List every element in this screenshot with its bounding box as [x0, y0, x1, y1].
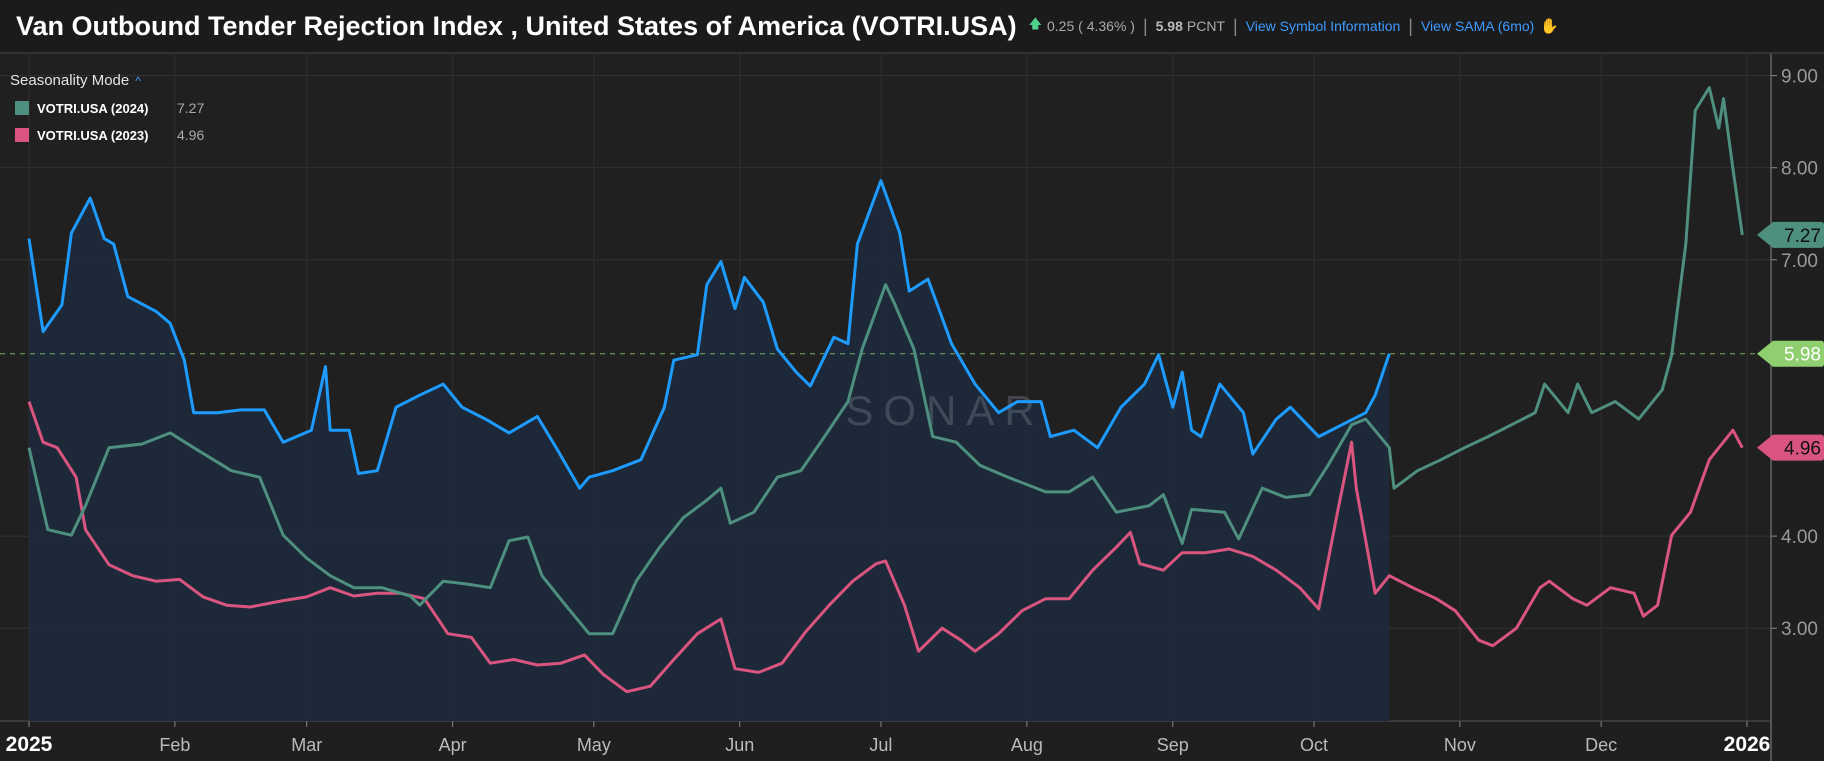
- value-tag-label: 5.98: [1784, 345, 1821, 366]
- x-tick-label: Oct: [1300, 735, 1328, 755]
- x-tick-label: Jul: [869, 735, 892, 755]
- x-tick-label: May: [577, 735, 611, 755]
- value-tag-label: 7.27: [1784, 226, 1821, 247]
- legend: Seasonality Mode ^ VOTRI.USA (2024) 7.27 …: [10, 72, 204, 143]
- x-tick-label: Aug: [1011, 735, 1043, 755]
- y-tick-label: 4.00: [1781, 527, 1818, 548]
- last-value: 5.98: [1155, 18, 1183, 34]
- seasonality-mode-toggle[interactable]: Seasonality Mode ^: [10, 72, 204, 89]
- value-tag: 5.98: [1757, 340, 1824, 367]
- x-tick-label: Nov: [1444, 735, 1476, 755]
- legend-series-value: 4.96: [177, 127, 205, 143]
- title-bar: Van Outbound Tender Rejection Index , Un…: [0, 0, 1824, 54]
- x-tick-label: Apr: [439, 735, 467, 755]
- series-line-2024: [27, 86, 1744, 636]
- legend-item-2024[interactable]: VOTRI.USA (2024) 7.27: [10, 100, 204, 116]
- series-area-fill: [29, 180, 1390, 721]
- y-tick-label: 9.00: [1781, 67, 1818, 88]
- y-tick-label: 7.00: [1781, 251, 1818, 272]
- legend-series-name: VOTRI.USA (2023): [37, 127, 149, 143]
- color-swatch: [15, 128, 29, 142]
- hand-chart-icon[interactable]: ✋: [1540, 18, 1559, 35]
- unit-label: PCNT: [1186, 18, 1225, 34]
- chevron-up-icon[interactable]: ^: [135, 74, 141, 88]
- arrow-up-icon: 🡅: [1028, 16, 1042, 31]
- seasonality-mode-label: Seasonality Mode: [10, 72, 130, 89]
- x-tick-label: 2026: [1724, 733, 1771, 756]
- sonar-watermark: SONAR: [845, 387, 1044, 434]
- color-swatch: [15, 101, 29, 115]
- legend-item-2023[interactable]: VOTRI.USA (2023) 4.96: [10, 127, 204, 143]
- value-tag: 7.27: [1757, 221, 1824, 248]
- view-sama-link[interactable]: View SAMA (6mo): [1420, 18, 1535, 34]
- series-line-2023: [27, 401, 1744, 694]
- x-tick-label: Mar: [291, 735, 322, 755]
- x-tick-label: 2025: [6, 733, 53, 756]
- value-tag-shape: [1757, 434, 1824, 461]
- legend-series-name: VOTRI.USA (2024): [37, 100, 149, 116]
- divider: |: [1233, 15, 1238, 36]
- legend-series-value: 7.27: [177, 100, 205, 116]
- value-tag-shape: [1757, 340, 1824, 367]
- y-tick-label: 3.00: [1781, 619, 1818, 640]
- chart-title: Van Outbound Tender Rejection Index , Un…: [16, 10, 1017, 41]
- change-value: 0.25 ( 4.36% ): [1047, 18, 1135, 34]
- series-line-2025: [27, 179, 1391, 490]
- divider: |: [1142, 15, 1148, 36]
- value-tag-label: 4.96: [1784, 439, 1821, 460]
- view-symbol-information-link[interactable]: View Symbol Information: [1245, 18, 1401, 34]
- value-tag-shape: [1757, 221, 1824, 248]
- x-tick-label: Jun: [725, 735, 754, 755]
- divider: |: [1408, 15, 1413, 36]
- x-tick-label: Sep: [1157, 735, 1189, 755]
- value-tag: 4.96: [1757, 434, 1824, 461]
- x-tick-label: Dec: [1585, 735, 1617, 755]
- x-tick-label: Feb: [159, 735, 190, 755]
- y-tick-label: 8.00: [1781, 159, 1818, 180]
